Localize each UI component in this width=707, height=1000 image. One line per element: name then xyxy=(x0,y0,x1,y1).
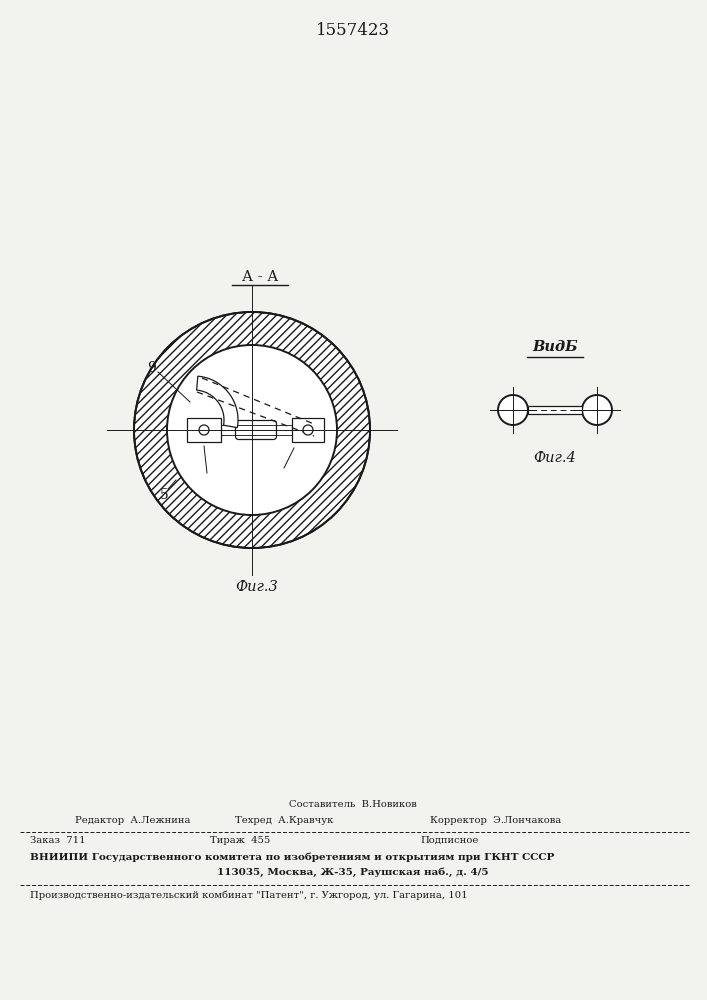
Circle shape xyxy=(167,345,337,515)
Circle shape xyxy=(582,395,612,425)
Circle shape xyxy=(303,425,313,435)
Text: Тираж  455: Тираж 455 xyxy=(210,836,270,845)
Text: 9: 9 xyxy=(148,361,156,375)
Text: Фиг.4: Фиг.4 xyxy=(534,451,576,465)
Circle shape xyxy=(199,425,209,435)
Text: Составитель  В.Новиков: Составитель В.Новиков xyxy=(289,800,417,809)
Text: 113035, Москва, Ж-35, Раушская наб., д. 4/5: 113035, Москва, Ж-35, Раушская наб., д. … xyxy=(217,867,489,877)
Polygon shape xyxy=(197,376,238,428)
Text: Фиг.3: Фиг.3 xyxy=(235,580,279,594)
Text: Корректор  Э.Лончакова: Корректор Э.Лончакова xyxy=(430,816,561,825)
Text: б: б xyxy=(206,473,214,487)
Text: Подписное: Подписное xyxy=(420,836,479,845)
Text: А - А: А - А xyxy=(242,270,278,284)
Text: 5: 5 xyxy=(160,488,168,502)
Text: Техред  А.Кравчук: Техред А.Кравчук xyxy=(235,816,334,825)
Text: ВНИИПИ Государственного комитета по изобретениям и открытиям при ГКНТ СССР: ВНИИПИ Государственного комитета по изоб… xyxy=(30,852,554,861)
Circle shape xyxy=(134,312,370,548)
FancyBboxPatch shape xyxy=(235,420,276,440)
Circle shape xyxy=(498,395,528,425)
Text: Заказ  711: Заказ 711 xyxy=(30,836,86,845)
Bar xyxy=(292,418,324,442)
Bar xyxy=(187,418,221,442)
Text: Редактор  А.Лежнина: Редактор А.Лежнина xyxy=(75,816,190,825)
Text: Производственно-издательский комбинат "Патент", г. Ужгород, ул. Гагарина, 101: Производственно-издательский комбинат "П… xyxy=(30,890,467,900)
Text: ВидБ: ВидБ xyxy=(532,340,578,354)
Text: 1557423: 1557423 xyxy=(316,22,390,39)
Text: 7: 7 xyxy=(278,468,286,482)
Bar xyxy=(528,406,582,414)
